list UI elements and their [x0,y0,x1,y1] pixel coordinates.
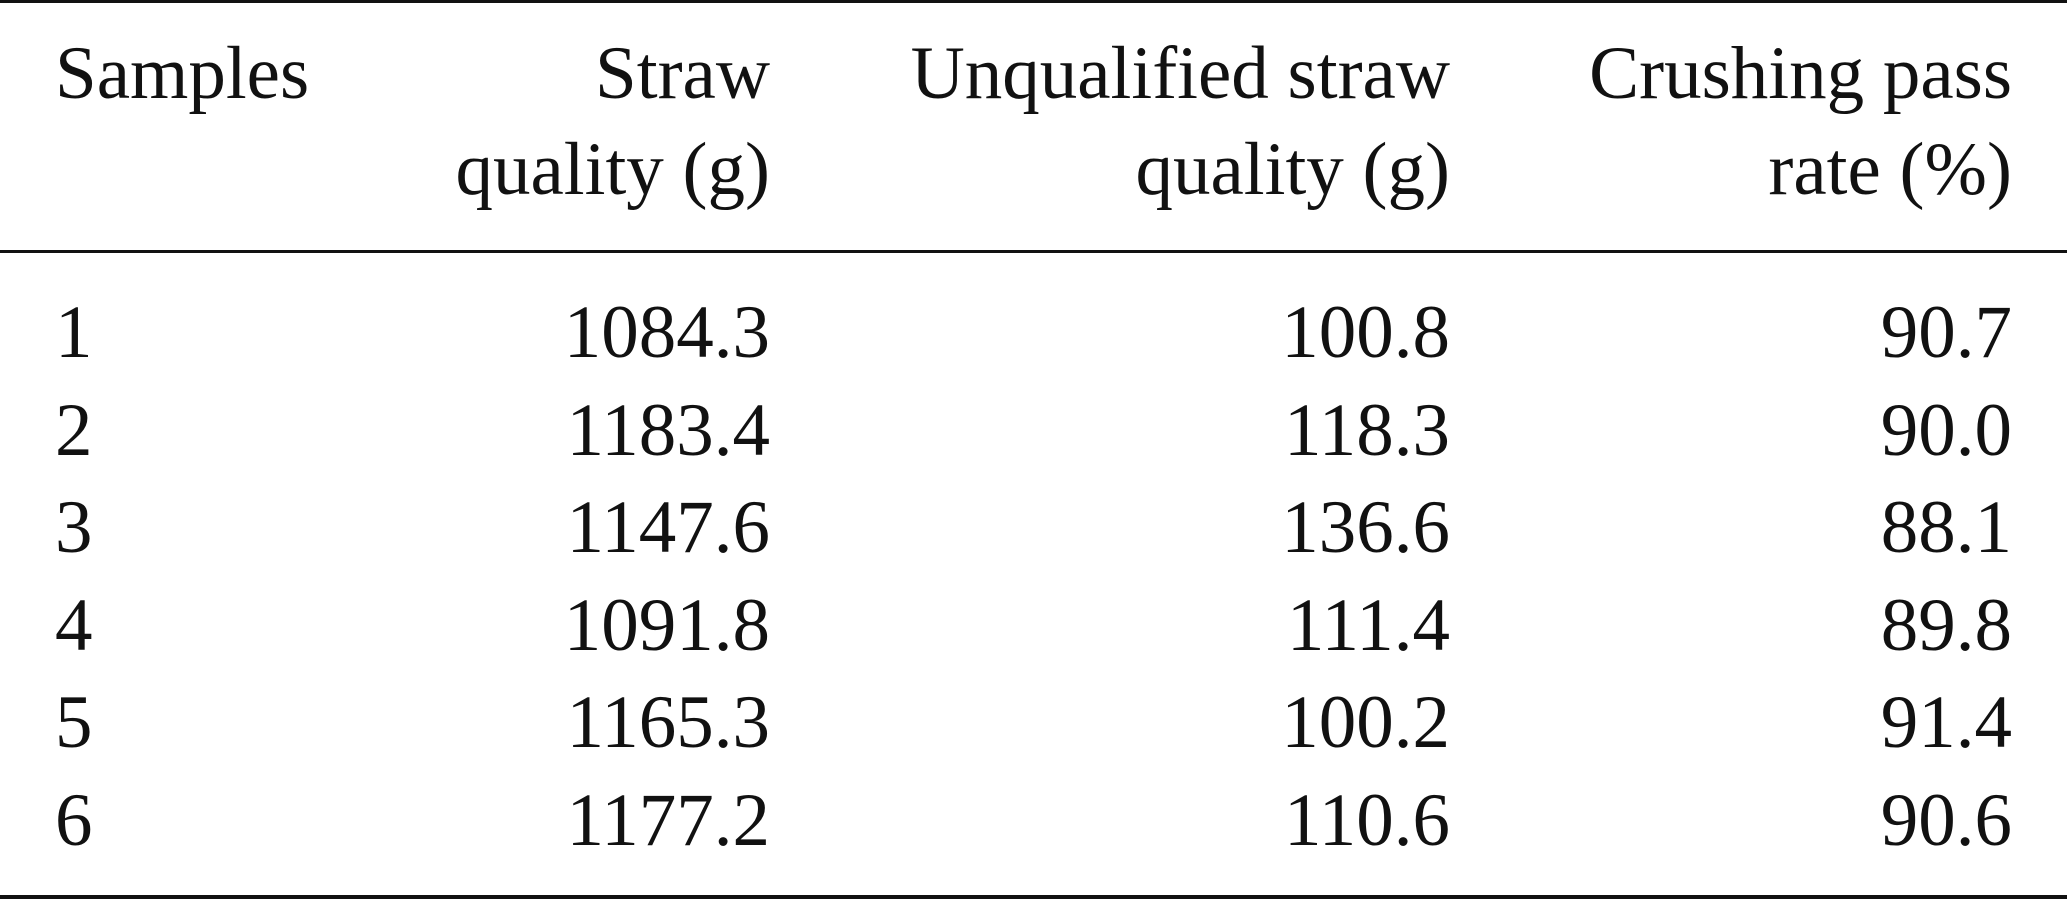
cell-crushing-pass-rate: 88.1 [1880,486,2012,569]
table-row: 4 1091.8 111.4 89.8 [0,577,2067,675]
cell-sample: 5 [55,681,93,764]
cell-unqualified-straw-quality: 111.4 [1286,583,1450,667]
table-row: 1 1084.3 100.8 90.7 [0,250,2067,382]
cell-straw-quality: 1084.3 [563,291,770,374]
cell-crushing-pass-rate: 89.8 [1880,583,2012,667]
cell-straw-quality: 1091.8 [563,583,770,667]
top-rule [0,0,2067,3]
cell-unqualified-straw-quality: 100.2 [1281,681,1450,764]
cell-straw-quality: 1177.2 [566,778,770,862]
results-table: Samples Straw quality (g) Unqualified st… [0,0,2067,870]
cell-crushing-pass-rate: 91.4 [1880,681,2012,764]
header-samples: Samples [55,32,310,115]
table-row: 5 1165.3 100.2 91.4 [0,674,2067,772]
cell-crushing-pass-rate: 90.7 [1880,291,2012,374]
cell-unqualified-straw-quality: 110.6 [1284,778,1450,862]
header-unqualified-straw-quality: Unqualified straw quality (g) [910,32,1450,211]
cell-sample: 6 [55,778,93,862]
cell-sample: 3 [55,486,93,569]
cell-unqualified-straw-quality: 136.6 [1281,486,1450,569]
header-row: Samples Straw quality (g) Unqualified st… [0,0,2067,250]
cell-straw-quality: 1165.3 [566,681,770,764]
cell-sample: 2 [55,388,93,472]
cell-unqualified-straw-quality: 118.3 [1284,388,1450,472]
cell-sample: 1 [55,291,93,374]
cell-straw-quality: 1183.4 [566,388,770,472]
header-crushing-pass-rate: Crushing pass rate (%) [1589,32,2012,211]
table-row: 3 1147.6 136.6 88.1 [0,479,2067,577]
header-rule [0,250,2067,253]
bottom-rule [0,895,2067,899]
cell-crushing-pass-rate: 90.0 [1880,388,2012,472]
table-row: 6 1177.2 110.6 90.6 [0,772,2067,870]
cell-sample: 4 [55,583,93,667]
header-straw-quality: Straw quality (g) [455,32,770,211]
cell-unqualified-straw-quality: 100.8 [1281,291,1450,374]
cell-crushing-pass-rate: 90.6 [1880,778,2012,862]
cell-straw-quality: 1147.6 [566,486,770,569]
table-row: 2 1183.4 118.3 90.0 [0,382,2067,480]
